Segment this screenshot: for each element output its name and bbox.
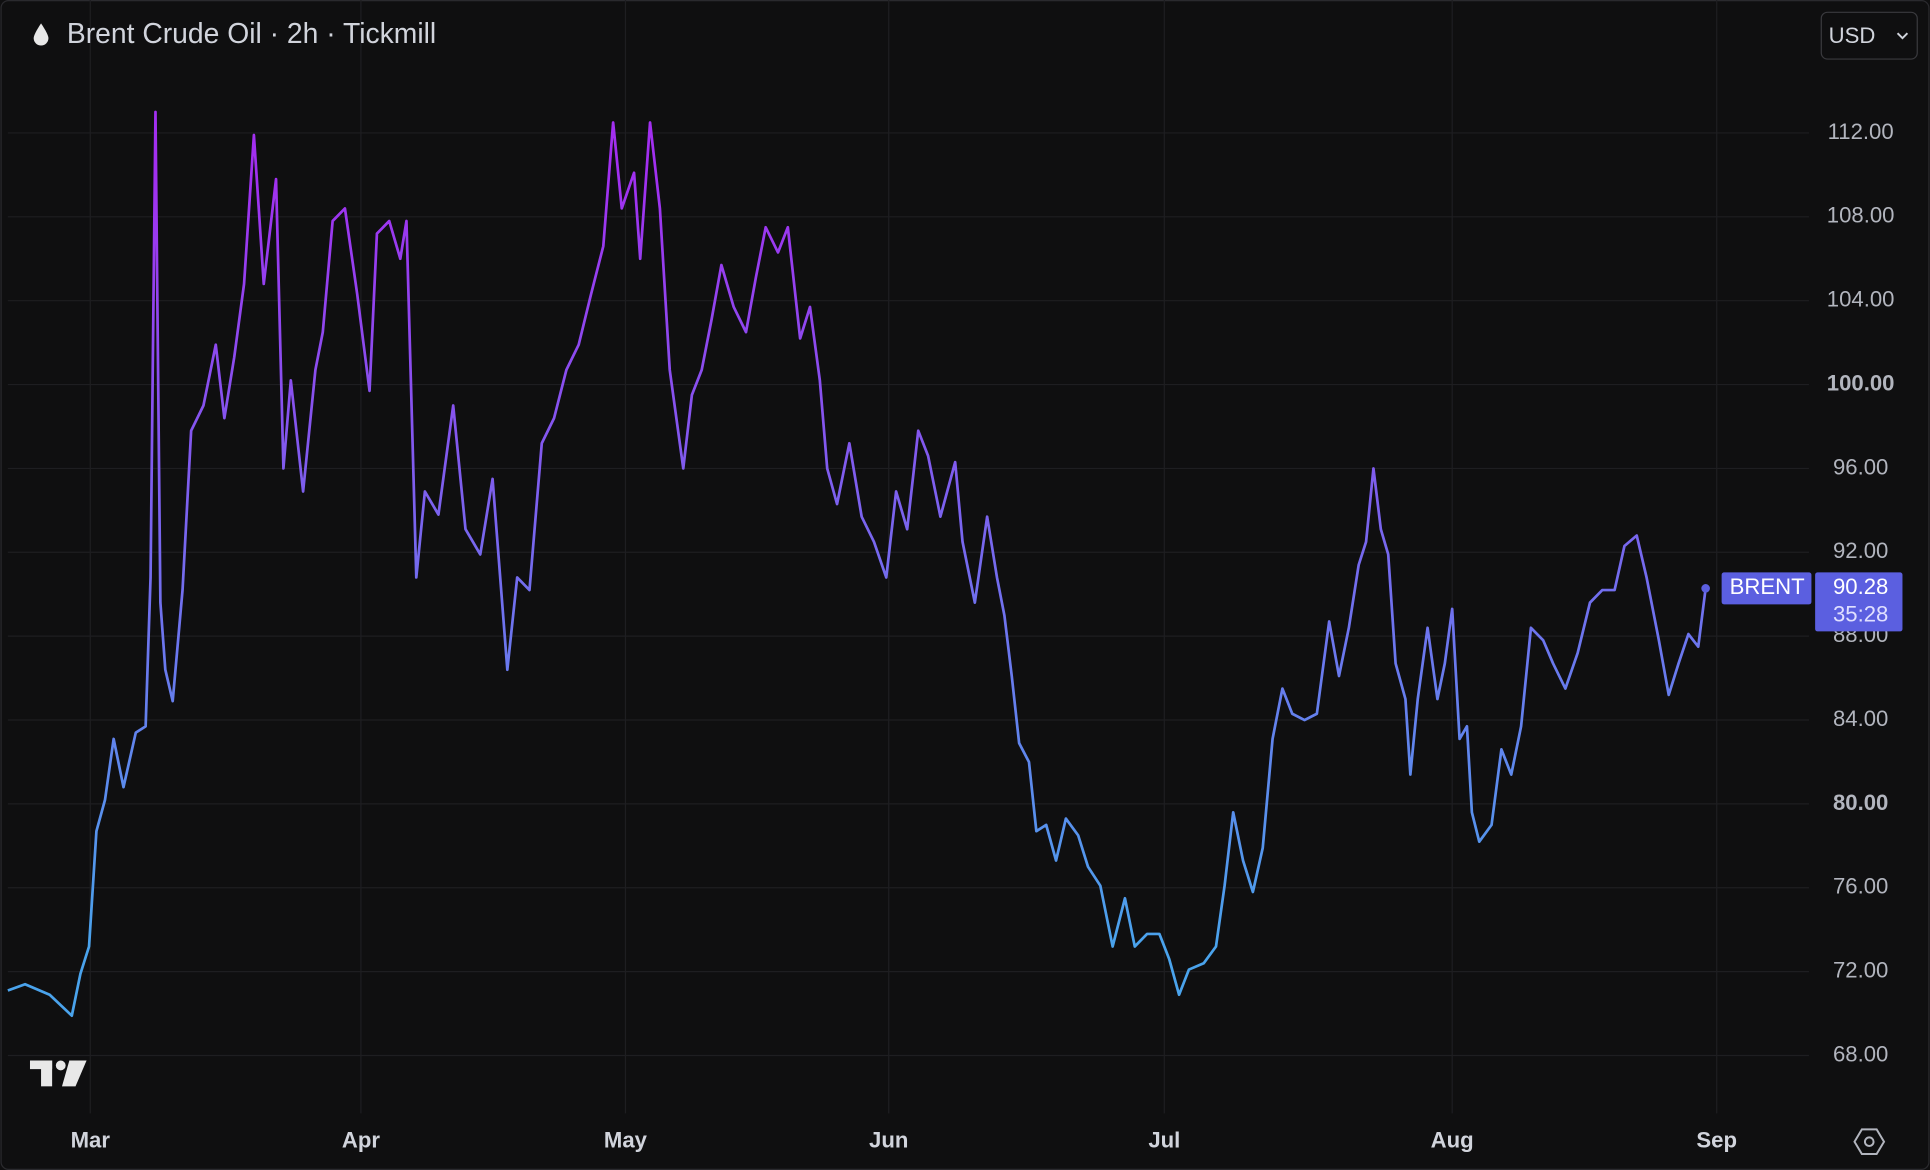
tradingview-logo	[29, 1060, 87, 1087]
currency-button-frame[interactable]	[1820, 11, 1918, 60]
settings-icon-center[interactable]	[1863, 1136, 1875, 1147]
logo-part	[41, 1060, 53, 1087]
y-tick-label: 84.00	[1833, 706, 1888, 731]
y-tick-label: 92.00	[1833, 538, 1888, 563]
x-tick-label: Jun	[869, 1128, 908, 1153]
logo-part	[55, 1060, 66, 1071]
currency-label[interactable]: USD	[1829, 23, 1876, 48]
x-tick-label: Mar	[71, 1128, 111, 1153]
chevron-icon[interactable]	[1896, 32, 1909, 40]
x-tick-label: Apr	[342, 1128, 380, 1153]
y-tick-label: 72.00	[1833, 958, 1888, 983]
y-tick-label: 76.00	[1833, 874, 1888, 899]
symbol-label: BRENT	[1730, 574, 1805, 599]
x-tick-label: Aug	[1431, 1128, 1474, 1153]
grid	[7, 0, 1809, 1114]
y-tick-label: 80.00	[1833, 790, 1888, 815]
last-price-dot	[1701, 584, 1710, 593]
price-label-box	[1815, 572, 1903, 632]
y-tick-label: 112.00	[1828, 119, 1894, 144]
logo-part	[61, 1060, 87, 1087]
settings-icon[interactable]	[1853, 1128, 1886, 1155]
y-tick-label: 100.00	[1827, 370, 1895, 395]
currency-button[interactable]: USD	[1820, 11, 1918, 60]
symbol-label-box	[1721, 572, 1812, 605]
price-line	[7, 110, 1707, 1018]
countdown-label: 35:28	[1833, 601, 1888, 626]
y-tick-label: 68.00	[1833, 1041, 1888, 1066]
y-tick-label: 96.00	[1833, 454, 1888, 479]
x-tick-label: Jul	[1148, 1128, 1180, 1153]
plot	[7, 110, 1710, 1018]
settings-button[interactable]	[1853, 1128, 1886, 1155]
y-tick-label: 108.00	[1827, 203, 1895, 228]
y-tick-label: 104.00	[1827, 287, 1895, 312]
symbol-icon	[33, 23, 49, 46]
chart-title: Brent Crude Oil · 2h · Tickmill	[67, 17, 436, 49]
x-tick-label: Sep	[1696, 1128, 1737, 1153]
price-label: 90.28	[1833, 574, 1888, 599]
x-tick-label: May	[604, 1128, 648, 1153]
